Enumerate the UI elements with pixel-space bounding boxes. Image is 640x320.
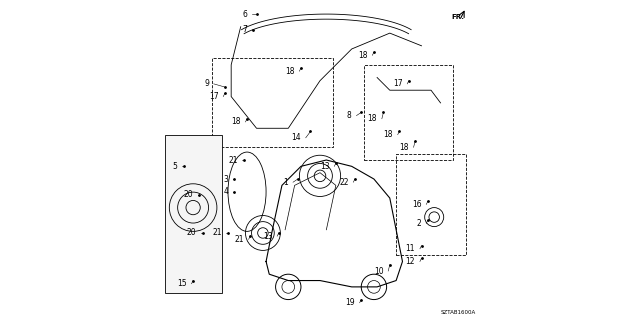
Text: 10: 10	[374, 267, 383, 276]
Text: 12: 12	[406, 257, 415, 266]
Text: 3: 3	[223, 174, 228, 184]
Text: 16: 16	[412, 200, 422, 209]
Text: 11: 11	[406, 244, 415, 253]
Bar	[396, 154, 466, 255]
Text: 13: 13	[320, 162, 330, 171]
Text: 21: 21	[234, 235, 244, 244]
Text: 18: 18	[358, 51, 367, 60]
Text: 5: 5	[172, 162, 177, 171]
Text: SZTAB1600A: SZTAB1600A	[440, 310, 476, 316]
Text: 18: 18	[399, 143, 409, 152]
Text: 1: 1	[284, 178, 288, 187]
Text: 20: 20	[187, 228, 196, 237]
Text: 2: 2	[417, 219, 422, 228]
Text: 6: 6	[242, 10, 247, 19]
FancyBboxPatch shape	[164, 135, 221, 293]
Text: 17: 17	[209, 92, 218, 101]
Text: 21: 21	[212, 228, 221, 237]
Text: 18: 18	[367, 114, 377, 123]
Text: 18: 18	[383, 130, 393, 139]
Text: 4: 4	[223, 187, 228, 196]
Text: 9: 9	[204, 79, 209, 88]
Text: 13: 13	[263, 232, 273, 241]
Text: 20: 20	[184, 190, 193, 199]
Text: 8: 8	[347, 111, 352, 120]
Text: 21: 21	[228, 156, 237, 164]
Text: 7: 7	[242, 25, 247, 35]
Text: 15: 15	[177, 279, 187, 288]
Bar	[212, 59, 333, 147]
Text: 22: 22	[339, 178, 349, 187]
Text: 18: 18	[231, 117, 241, 126]
Text: 17: 17	[393, 79, 403, 88]
Bar	[364, 65, 453, 160]
Text: 14: 14	[291, 133, 301, 142]
Text: 19: 19	[345, 298, 355, 307]
Text: FR.: FR.	[451, 14, 465, 20]
Text: 18: 18	[285, 67, 294, 76]
